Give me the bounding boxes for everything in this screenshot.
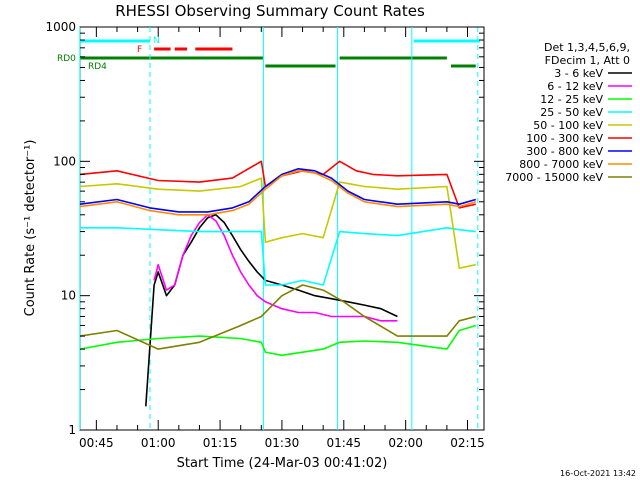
series-line-6: [79, 168, 477, 213]
x-tick-label: 01:45: [326, 436, 361, 450]
legend-label: 6 - 12 keV: [547, 80, 603, 93]
eclipse-lines: [79, 27, 479, 430]
chart-title: RHESSI Observing Summary Count Rates: [115, 2, 425, 20]
x-tick-label: 01:15: [203, 436, 238, 450]
series-group: [79, 160, 477, 407]
flag-label-rd0: RD0: [57, 54, 76, 64]
flag-label-f: F: [137, 45, 142, 55]
x-tick-label: 01:00: [141, 436, 176, 450]
x-tick-label: 00:45: [79, 436, 114, 450]
legend-label: 12 - 25 keV: [540, 93, 603, 106]
legend-label: 3 - 6 keV: [554, 67, 603, 80]
flag-bars: [79, 39, 480, 68]
legend-label: 800 - 7000 keV: [519, 158, 603, 171]
series-line-1: [153, 214, 398, 322]
x-tick-label: 02:15: [450, 436, 485, 450]
flag-label-rd4: RD4: [88, 62, 107, 72]
y-axis-label: Count Rate (s⁻¹ detector⁻¹): [23, 140, 38, 317]
timestamp: 16-Oct-2021 13:42: [560, 469, 636, 478]
legend-label: 25 - 50 keV: [540, 106, 603, 119]
y-axis: 1 10 100 1000: [45, 20, 484, 437]
series-line-3: [79, 227, 476, 286]
y-tick-label: 100: [53, 154, 76, 168]
x-axis: 00:45 01:00 01:15 01:30 01:45 02:00 02:15: [79, 27, 485, 450]
legend-label: 7000 - 15000 keV: [505, 171, 603, 184]
legend: Det 1,3,4,5,6,9, FDecim 1, Att 0 3 - 6 k…: [505, 41, 632, 184]
series-line-5: [79, 160, 476, 209]
x-tick-label: 01:30: [265, 436, 300, 450]
legend-label: 100 - 300 keV: [526, 132, 603, 145]
flag-label-n: N: [153, 36, 160, 46]
legend-header-line-2: FDecim 1, Att 0: [545, 54, 630, 67]
series-line-0: [145, 214, 398, 407]
series-line-4: [79, 177, 476, 269]
x-axis-label: Start Time (24-Mar-03 00:41:02): [177, 456, 388, 471]
series-line-8: [79, 284, 477, 350]
x-tick-label: 02:00: [388, 436, 423, 450]
y-tick-label: 1: [68, 423, 76, 437]
legend-label: 50 - 100 keV: [533, 119, 603, 132]
y-tick-label: 1000: [45, 20, 76, 34]
series-line-2: [79, 324, 477, 357]
series-line-7: [79, 170, 477, 216]
legend-label: 300 - 800 keV: [526, 145, 603, 158]
y-tick-label: 10: [61, 289, 76, 303]
legend-header-line-1: Det 1,3,4,5,6,9,: [544, 41, 630, 54]
